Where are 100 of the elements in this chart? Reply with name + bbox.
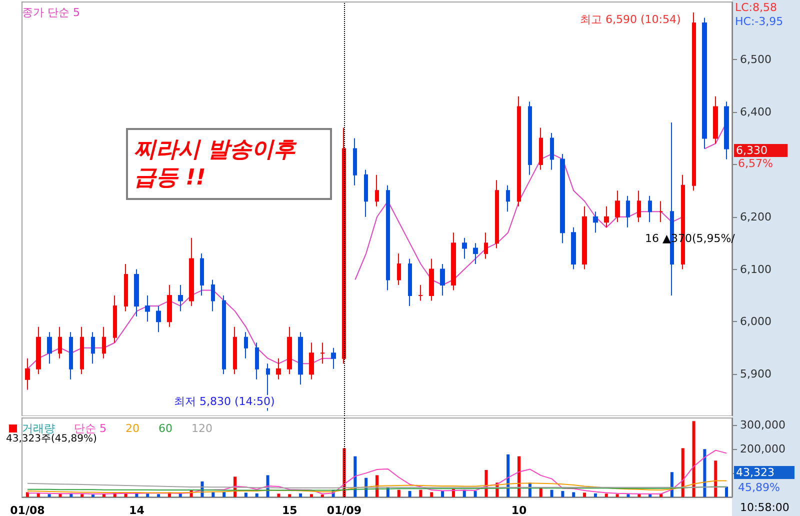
bar — [430, 492, 434, 497]
bar — [681, 448, 684, 497]
candlestick — [506, 184, 510, 212]
y-tick-label: 6,000 — [740, 315, 772, 328]
candlestick — [364, 169, 368, 218]
candlestick — [484, 232, 488, 260]
candlestick — [495, 180, 499, 249]
bar — [277, 494, 280, 497]
text: 종가 단순 5 — [22, 6, 80, 19]
bar — [157, 494, 160, 497]
candlestick — [320, 342, 325, 364]
candlestick — [462, 237, 467, 260]
candlestick — [91, 332, 95, 364]
candlestick — [298, 332, 303, 386]
candlestick — [233, 326, 237, 375]
bar — [255, 493, 258, 497]
bar — [299, 493, 302, 497]
candlestick — [189, 237, 194, 306]
candlestick — [440, 264, 445, 296]
candlestick — [309, 342, 314, 380]
candlestick — [615, 190, 620, 223]
candlestick — [80, 326, 84, 375]
text: 단순 5 — [74, 422, 106, 435]
candlestick — [429, 258, 434, 302]
text: 60 — [158, 422, 172, 435]
candlestick — [386, 184, 390, 291]
bar — [561, 491, 564, 497]
annotation: 찌라시 발송이후 급등 !! — [134, 138, 304, 190]
annotation: 최저 5,830 (14:50) — [174, 395, 275, 408]
bar — [441, 491, 444, 497]
candlestick — [408, 258, 412, 306]
candlestick — [69, 332, 73, 380]
candlestick — [113, 294, 117, 344]
candlestick — [692, 12, 696, 192]
x-tick-label: 01/08 — [10, 504, 45, 516]
annotation: 최고 6,590 (10:54) — [580, 13, 681, 26]
bar — [222, 492, 226, 497]
bar — [474, 491, 477, 497]
bar — [244, 492, 248, 497]
bar — [714, 460, 718, 497]
candlestick — [528, 101, 532, 176]
y-tick-label: 6,100 — [740, 262, 772, 276]
text: 20 — [125, 422, 140, 435]
candlestick — [353, 138, 357, 186]
x-tick-label: 01/09 — [326, 504, 362, 516]
bar — [626, 494, 630, 497]
candlestick — [47, 332, 52, 364]
y-tick-label: 300,000 — [740, 418, 786, 432]
candlestick — [626, 195, 630, 228]
candlestick — [156, 305, 161, 333]
candlestick — [550, 132, 554, 170]
candlestick — [560, 153, 565, 244]
candlestick — [648, 195, 652, 223]
candlestick — [418, 284, 423, 302]
y-tick-label: 5,900 — [740, 368, 772, 381]
bar — [310, 494, 313, 497]
candlestick — [571, 226, 576, 270]
text: 45,89% — [738, 481, 780, 494]
candlestick — [145, 294, 150, 322]
candlestick — [124, 264, 128, 312]
candlestick — [517, 96, 521, 207]
candlestick — [637, 190, 641, 223]
bar — [26, 492, 29, 497]
candlestick — [539, 127, 543, 170]
text: 10:58:00 — [740, 501, 790, 514]
legend-label: 거래량 — [22, 422, 55, 435]
line-series — [26, 480, 728, 494]
candlestick — [702, 17, 707, 150]
bar — [572, 492, 576, 497]
text: 6,330 — [736, 144, 768, 157]
bar — [419, 490, 422, 497]
candlestick — [659, 200, 663, 223]
y-tick-label: 6,400 — [740, 106, 772, 119]
bar — [80, 494, 84, 497]
candlestick — [222, 294, 226, 375]
bar — [518, 456, 520, 497]
candlestick — [713, 96, 718, 144]
candlestick — [593, 211, 598, 234]
bar — [506, 454, 510, 497]
line-series — [26, 450, 728, 494]
y-tick-label: 200,000 — [740, 442, 786, 456]
candlestick — [397, 253, 401, 286]
candlestick — [102, 326, 106, 359]
bar — [212, 492, 215, 497]
text: 120 — [191, 422, 212, 435]
candlestick — [451, 232, 456, 291]
candlestick — [724, 101, 729, 160]
candlestick — [604, 206, 609, 228]
bar — [48, 494, 51, 497]
bar — [397, 490, 400, 497]
candlestick — [200, 253, 204, 296]
bar — [604, 494, 608, 497]
candlestick — [25, 358, 30, 390]
candlestick — [211, 279, 215, 312]
candlestick — [287, 326, 292, 375]
bar — [583, 492, 586, 497]
text: 6,57% — [738, 157, 773, 170]
y-tick-label: 6,200 — [740, 210, 772, 224]
text: LC:8,58 — [735, 1, 778, 14]
x-tick-label: 15 — [282, 504, 298, 516]
